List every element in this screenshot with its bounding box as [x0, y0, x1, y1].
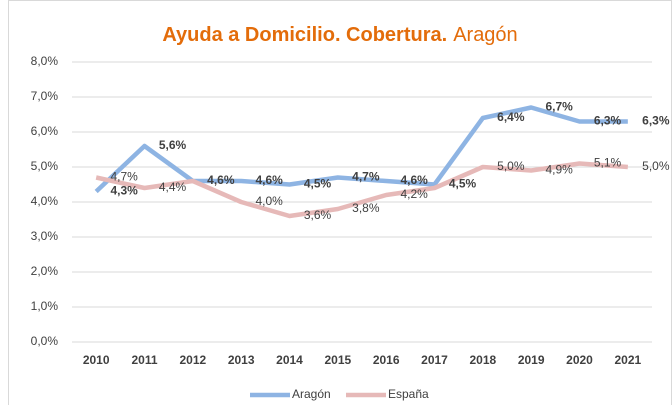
x-tick-label: 2012 — [179, 353, 206, 367]
data-label: 6,3% — [594, 114, 622, 128]
data-label: 4,5% — [304, 177, 332, 191]
x-tick-label: 2019 — [518, 353, 545, 367]
y-tick-label: 0,0% — [31, 334, 59, 348]
series-line — [94, 105, 628, 194]
data-label: 4,5% — [449, 177, 477, 191]
x-tick-label: 2016 — [373, 353, 400, 367]
data-label: 6,3% — [642, 114, 670, 128]
legend-label: Aragón — [292, 387, 331, 401]
y-tick-label: 5,0% — [31, 159, 59, 173]
chart-title: Ayuda a Domicilio. Cobertura. — [162, 24, 447, 46]
data-label: 4,7% — [352, 170, 380, 184]
x-tick-label: 2021 — [614, 353, 641, 367]
data-label: 4,6% — [255, 173, 283, 187]
data-label: 4,7% — [110, 170, 138, 184]
y-tick-label: 6,0% — [31, 124, 59, 138]
chart-frame — [8, 0, 672, 405]
data-label: 4,9% — [545, 163, 573, 177]
x-tick-label: 2018 — [469, 353, 496, 367]
x-tick-label: 2014 — [276, 353, 303, 367]
data-label: 6,4% — [497, 110, 525, 124]
y-tick-label: 3,0% — [31, 229, 59, 243]
data-label: 6,7% — [545, 100, 573, 114]
data-label: 5,0% — [642, 159, 670, 173]
y-tick-label: 7,0% — [31, 89, 59, 103]
data-label: 3,6% — [304, 208, 332, 222]
data-label: 4,3% — [110, 184, 138, 198]
data-label: 5,6% — [159, 138, 187, 152]
data-label: 4,0% — [255, 194, 283, 208]
y-tick-label: 4,0% — [31, 194, 59, 208]
x-tick-label: 2011 — [131, 353, 157, 367]
data-label: 3,8% — [352, 201, 380, 215]
legend-label: España — [388, 387, 429, 401]
x-tick-label: 2013 — [228, 353, 255, 367]
chart-heading: Ayuda a Domicilio. Cobertura. Aragón — [162, 24, 517, 46]
data-label: 5,1% — [594, 156, 622, 170]
series-line — [95, 161, 628, 219]
chart-subtitle: Aragón — [453, 24, 518, 46]
data-label: 4,6% — [207, 173, 235, 187]
data-label: 5,0% — [497, 159, 525, 173]
data-label: 4,4% — [159, 180, 187, 194]
data-label: 4,6% — [400, 173, 428, 187]
x-tick-label: 2015 — [324, 353, 351, 367]
y-tick-label: 8,0% — [31, 54, 59, 68]
x-tick-label: 2010 — [83, 353, 110, 367]
x-tick-label: 2020 — [566, 353, 593, 367]
y-tick-label: 1,0% — [31, 299, 59, 313]
x-tick-label: 2017 — [421, 353, 448, 367]
y-tick-label: 2,0% — [31, 264, 59, 278]
data-label: 4,2% — [400, 187, 428, 201]
